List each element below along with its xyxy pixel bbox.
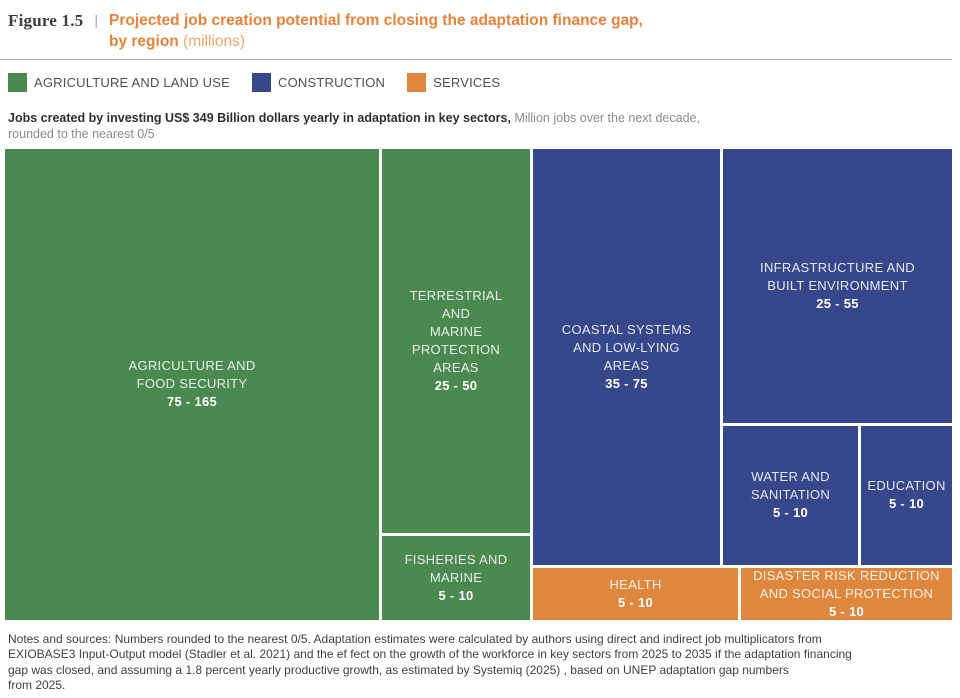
tile-water-sanitation: WATER AND SANITATION 5 - 10 bbox=[723, 426, 858, 566]
legend: AGRICULTURE AND LAND USE CONSTRUCTION SE… bbox=[8, 72, 960, 92]
legend-swatch-agriculture bbox=[8, 72, 27, 92]
chart-subtitle: Jobs created by investing US$ 349 Billio… bbox=[8, 110, 952, 143]
tile-value: 5 - 10 bbox=[888, 496, 925, 512]
tile-value: 75 - 165 bbox=[166, 394, 218, 410]
tile-value: 25 - 55 bbox=[816, 295, 859, 311]
legend-label-construction: CONSTRUCTION bbox=[278, 74, 386, 90]
tile-value: 5 - 10 bbox=[828, 603, 865, 619]
figure-title-line1: Projected job creation potential from cl… bbox=[109, 12, 643, 29]
tile-value: 35 - 75 bbox=[605, 375, 648, 391]
tile-label: COASTAL SYSTEMS AND LOW-LYING AREAS bbox=[561, 321, 692, 373]
tile-label: INFRASTRUCTURE AND BUILT ENVIRONMENT bbox=[760, 259, 915, 293]
treemap-chart: AGRICULTURE AND FOOD SECURITY 75 - 165 T… bbox=[5, 149, 952, 621]
legend-item-construction: CONSTRUCTION bbox=[252, 72, 386, 92]
chart-subtitle-regular: Million jobs over the next decade, round… bbox=[8, 110, 700, 141]
chart-subtitle-bold: Jobs created by investing US$ 349 Billio… bbox=[8, 110, 511, 125]
tile-coastal-systems: COASTAL SYSTEMS AND LOW-LYING AREAS 35 -… bbox=[533, 149, 720, 566]
figure-title: Projected job creation potential from cl… bbox=[109, 10, 643, 53]
figure-header: Figure 1.5 | Projected job creation pote… bbox=[0, 0, 960, 53]
figure-title-unit: (millions) bbox=[178, 33, 246, 51]
tile-value: 5 - 10 bbox=[617, 594, 654, 610]
tile-terrestrial-marine-protection: TERRESTRIAL AND MARINE PROTECTION AREAS … bbox=[382, 149, 530, 534]
figure-separator: | bbox=[94, 12, 98, 28]
tile-disaster-risk-reduction: DISASTER RISK REDUCTION AND SOCIAL PROTE… bbox=[741, 567, 952, 621]
tile-label: AGRICULTURE AND FOOD SECURITY bbox=[128, 358, 256, 392]
tile-label: EDUCATION bbox=[867, 478, 946, 494]
tile-value: 5 - 10 bbox=[772, 505, 809, 521]
legend-label-services: SERVICES bbox=[433, 74, 501, 90]
legend-swatch-services bbox=[407, 72, 427, 92]
legend-label-agriculture: AGRICULTURE AND LAND USE bbox=[34, 74, 230, 90]
tile-label: FISHERIES AND MARINE bbox=[404, 551, 508, 585]
tile-label: WATER AND SANITATION bbox=[750, 469, 831, 503]
tile-label: HEALTH bbox=[609, 576, 662, 592]
tile-label: TERRESTRIAL AND MARINE PROTECTION AREAS bbox=[409, 287, 503, 375]
tile-label: DISASTER RISK REDUCTION AND SOCIAL PROTE… bbox=[753, 567, 940, 601]
figure-number: Figure 1.5 bbox=[8, 11, 84, 30]
tile-health: HEALTH 5 - 10 bbox=[533, 568, 738, 621]
tile-fisheries-marine: FISHERIES AND MARINE 5 - 10 bbox=[382, 536, 530, 621]
header-divider bbox=[0, 58, 952, 60]
figure-title-line2: by region bbox=[109, 33, 179, 51]
legend-item-services: SERVICES bbox=[407, 72, 501, 92]
tile-value: 25 - 50 bbox=[434, 377, 478, 393]
legend-swatch-construction bbox=[252, 72, 271, 92]
tile-education: EDUCATION 5 - 10 bbox=[861, 426, 952, 566]
tile-agriculture-food-security: AGRICULTURE AND FOOD SECURITY 75 - 165 bbox=[5, 149, 379, 621]
notes-and-sources: Notes and sources: Numbers rounded to th… bbox=[8, 632, 852, 692]
legend-item-agriculture: AGRICULTURE AND LAND USE bbox=[8, 72, 230, 92]
tile-infrastructure-built-environment: INFRASTRUCTURE AND BUILT ENVIRONMENT 25 … bbox=[723, 149, 952, 424]
tile-value: 5 - 10 bbox=[438, 587, 474, 603]
